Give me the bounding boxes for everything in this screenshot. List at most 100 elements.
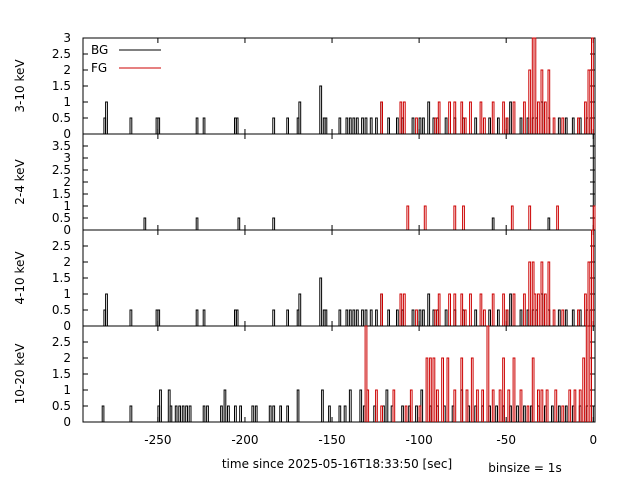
bin-fg [415,117,418,134]
series-bg [103,277,592,326]
bin-fg [491,389,495,422]
bin-bg [105,101,108,134]
bin-bg [272,309,276,326]
bin-bg [364,309,368,326]
bin-fg [584,101,587,134]
bin-bg [202,405,206,422]
bin-bg [519,117,523,134]
bin-fg [547,69,551,134]
bin-fg [479,101,483,134]
bin-bg [418,117,422,134]
bin-fg [531,357,535,422]
bin-bg [355,117,359,134]
y-tick-label: 0 [63,415,71,429]
bin-bg [422,309,425,326]
bin-fg [434,117,437,134]
legend: BG FG [91,43,161,75]
bin-fg [544,101,547,134]
bin-fg [540,261,544,326]
bin-fg [453,205,457,230]
bin-bg [564,405,568,422]
bin-fg [512,357,516,422]
panel-4: 0 0.5 1 1.5 2 2.5 10-20 keV [13,325,596,429]
bin-bg [235,117,239,134]
bin-fg [380,101,383,134]
bin-bg [272,217,276,230]
bin-fg [460,101,464,134]
bin-fg [591,37,594,134]
bin-fg [561,309,565,326]
y-tick-label: 3 [63,31,71,45]
bin-bg [338,309,342,326]
bin-fg [392,389,396,422]
bin-bg [422,117,425,134]
y-tick-label: 1 [63,95,71,109]
bin-fg [498,389,502,422]
bin-bg [361,117,364,134]
bin-bg [195,309,199,326]
series-bg [143,133,596,230]
bin-fg [380,293,383,326]
bin-fg [375,389,378,422]
bin-bg [159,389,162,422]
y-tick-label: 0 [63,127,71,141]
bin-fg [587,69,591,134]
bin-fg [469,293,472,326]
bin-bg [361,309,364,326]
bin-fg [545,389,549,422]
bin-bg [375,117,378,134]
bin-fg [463,117,467,134]
y-tick-label: 3 [63,151,71,165]
y-tick-label: 2 [63,255,71,269]
bin-bg [206,405,209,422]
bin-fg [505,117,509,134]
bin-bg [396,117,399,134]
bin-fg [460,293,464,326]
bin-fg [434,309,437,326]
y-tick-label: 1 [63,383,71,397]
bin-bg [355,309,359,326]
bin-bg [237,217,241,230]
bin-fg [453,101,457,134]
bin-bg [557,117,561,134]
x-tick-label: -150 [318,433,345,447]
bin-bg [286,309,289,326]
bin-fg [469,101,472,134]
x-tick-label: 0 [589,433,597,447]
y-tick-label: 3.5 [52,139,71,153]
bin-fg [364,325,368,422]
bin-bg [279,405,282,422]
y-tick-label: 2.5 [52,163,71,177]
bin-fg [399,101,403,134]
bin-fg [568,389,572,422]
bin-fg [437,293,441,326]
bin-bg [364,117,368,134]
bin-fg [453,293,457,326]
bin-bg [427,293,431,326]
bin-fg [556,205,559,230]
bin-bg [497,117,500,134]
bin-fg [402,293,406,326]
bin-bg [143,217,147,230]
bin-bg [592,133,596,230]
bin-bg [298,101,302,134]
bin-bg [497,309,500,326]
bin-bg [268,405,272,422]
bin-fg [481,389,484,422]
panel-2: 00.511.522.533.5 2-4 keV [13,133,596,237]
bin-bg [516,405,519,422]
bin-bg [239,405,242,422]
legend-label-fg: FG [91,61,107,75]
bin-bg [387,309,390,326]
bin-fg [502,293,505,326]
bin-bg [129,309,133,326]
y-tick-label: 1.5 [52,271,71,285]
bin-bg [359,389,363,422]
bin-fg [409,389,413,422]
bin-bg [188,405,192,422]
panels-group: 00.511.522.533-10 keV00.511.522.533.52-4… [13,31,596,429]
panel-3: 0 0.5 1 1.5 2 2.5 4-10 keV [13,229,596,333]
bin-fg [429,357,432,422]
bin-bg [488,309,491,326]
bin-fg [470,357,474,422]
